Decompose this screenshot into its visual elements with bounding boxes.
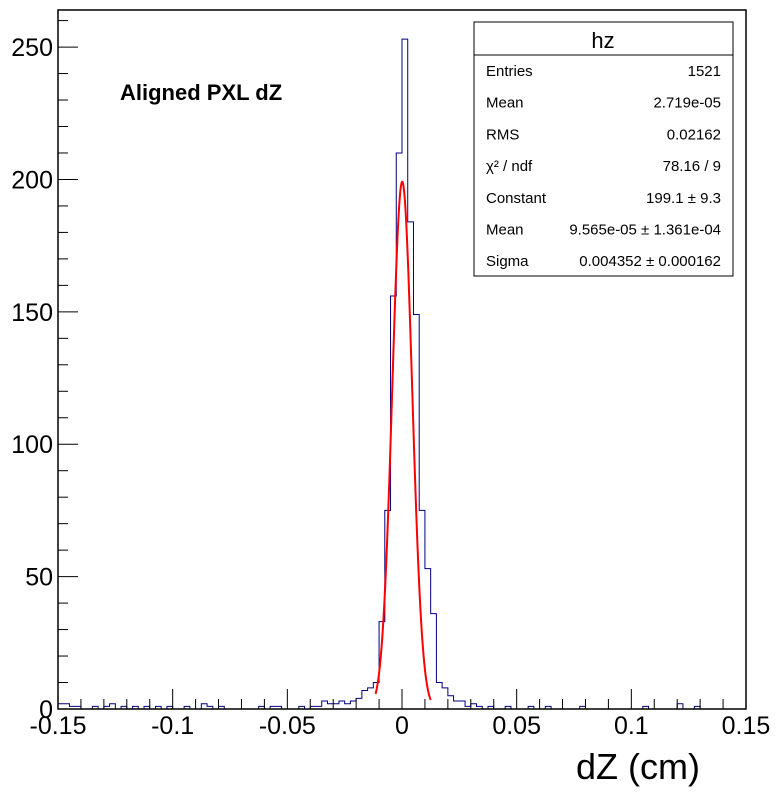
stats-row-value: 0.02162 <box>667 126 721 143</box>
stats-row-label: Mean <box>486 222 524 239</box>
x-tick-label: 0 <box>395 712 409 740</box>
stats-row-label: Entries <box>486 63 533 80</box>
stats-box: hz Entries 1521 Mean 2.719e-05 RMS 0.02162 χ² … <box>473 21 734 277</box>
x-axis-title: dZ (cm) <box>576 746 700 787</box>
x-tick-label: -0.1 <box>151 712 194 740</box>
stats-rows: Entries 1521 Mean 2.719e-05 RMS 0.02162 χ² / n… <box>486 63 721 270</box>
plot-title: Aligned PXL dZ <box>120 80 282 105</box>
stats-row-label: Constant <box>486 190 547 207</box>
stats-row-value: 2.719e-05 <box>653 95 721 112</box>
stats-row-value: 9.565e-05 ± 1.361e-04 <box>569 222 721 239</box>
y-tick-label: 100 <box>11 431 53 459</box>
stats-row-label: χ² / ndf <box>486 158 533 175</box>
y-tick-label: 50 <box>25 564 53 592</box>
x-tick-label: -0.05 <box>259 712 316 740</box>
stats-box-title: hz <box>591 28 614 53</box>
x-tick-label: 0.05 <box>492 712 541 740</box>
stats-row-label: Sigma <box>486 253 529 270</box>
stats-row-value: 1521 <box>688 63 721 80</box>
stats-row-value: 0.004352 ± 0.000162 <box>579 253 721 270</box>
stats-row-value: 78.16 / 9 <box>663 158 721 175</box>
fit-layer <box>374 180 432 701</box>
y-tick-label: 200 <box>11 166 53 194</box>
x-tick-label: 0.15 <box>722 712 771 740</box>
y-axis: 0 50 100 150 200 250 <box>11 20 78 724</box>
gaussian-fit-curve <box>374 180 432 701</box>
stats-row-value: 199.1 ± 9.3 <box>646 190 721 207</box>
stats-row-label: Mean <box>486 95 524 112</box>
stats-row-label: RMS <box>486 126 519 143</box>
y-tick-label: 0 <box>39 696 53 724</box>
stats-box-frame <box>473 21 734 277</box>
x-axis: -0.15 -0.1 -0.05 0 0.05 0.1 0.15 <box>30 689 771 740</box>
x-tick-label: 0.1 <box>614 712 649 740</box>
y-tick-label: 250 <box>11 34 53 62</box>
y-tick-label: 150 <box>11 299 53 327</box>
x-tick-label: -0.15 <box>30 712 87 740</box>
